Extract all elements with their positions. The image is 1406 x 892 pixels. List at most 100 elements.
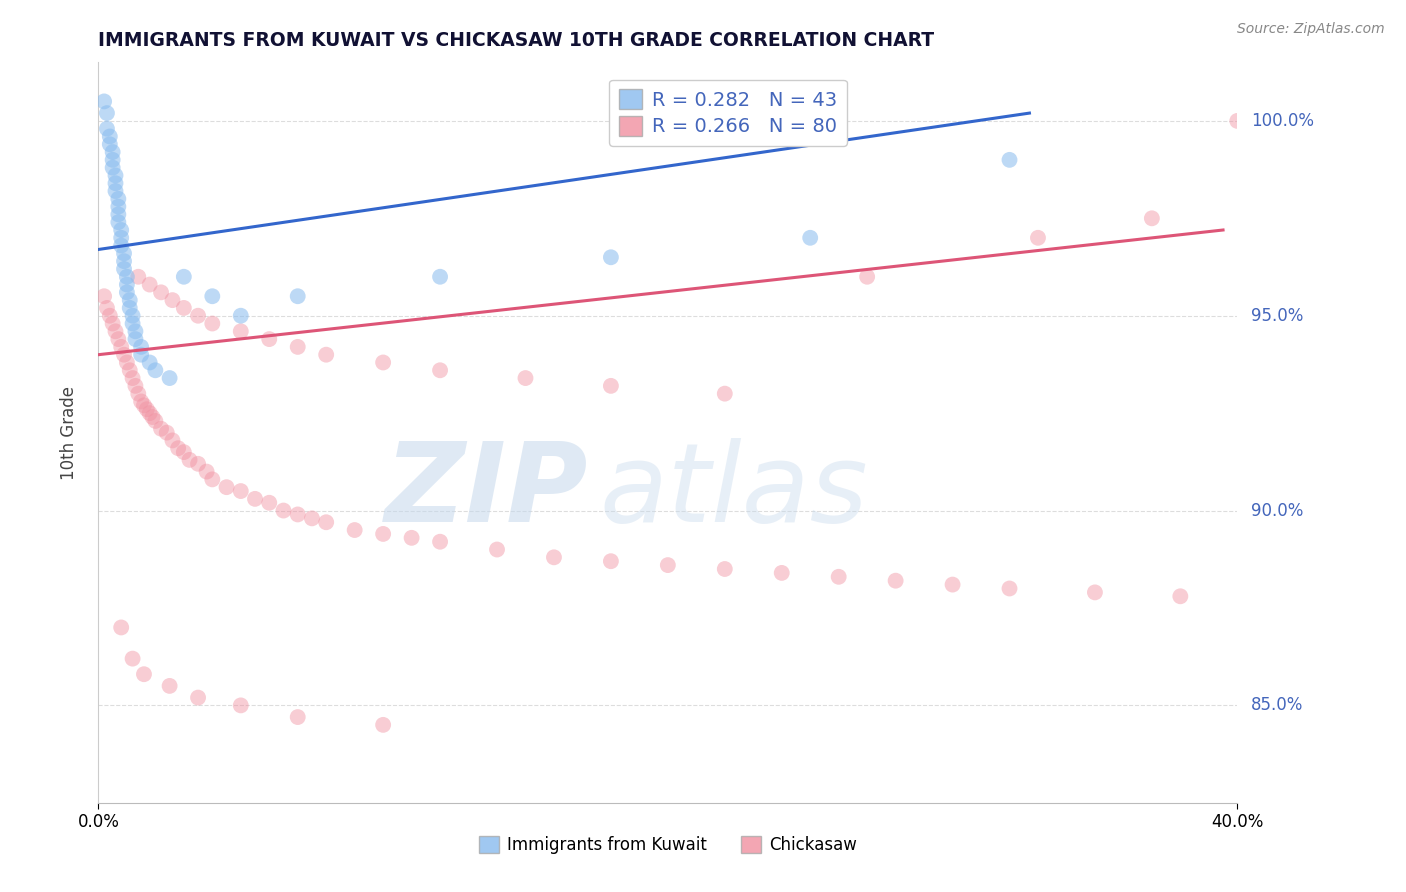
Legend: Immigrants from Kuwait, Chickasaw: Immigrants from Kuwait, Chickasaw (472, 830, 863, 861)
Point (127, 386, 149, 401)
Point (110, 238, 132, 252)
Point (287, 710, 309, 724)
Point (127, 269, 149, 284)
Point (1226, 114, 1249, 128)
Point (162, 293, 184, 307)
Text: IMMIGRANTS FROM KUWAIT VS CHICKASAW 10TH GRADE CORRELATION CHART: IMMIGRANTS FROM KUWAIT VS CHICKASAW 10TH… (98, 31, 935, 50)
Point (124, 332, 146, 346)
Point (657, 558, 679, 573)
Point (173, 445, 195, 459)
Point (115, 269, 138, 284)
Point (101, 161, 124, 175)
Point (998, 582, 1021, 596)
Point (259, 332, 281, 346)
Point (98, 129, 121, 144)
Point (1170, 589, 1192, 603)
Point (104, 324, 127, 338)
Point (215, 480, 238, 494)
Text: atlas: atlas (599, 438, 868, 545)
Point (343, 523, 366, 537)
Text: 100.0%: 100.0% (1251, 112, 1315, 130)
Point (121, 371, 143, 385)
Point (287, 508, 309, 522)
Text: 85.0%: 85.0% (1251, 697, 1303, 714)
Point (315, 515, 337, 529)
Point (373, 527, 395, 541)
Point (159, 371, 181, 385)
Point (942, 577, 965, 591)
Point (118, 363, 141, 377)
Point (179, 453, 201, 467)
Point (96, 106, 118, 120)
Point (112, 348, 135, 362)
Point (229, 484, 252, 499)
Point (187, 690, 209, 705)
Point (101, 153, 124, 167)
Point (98, 309, 121, 323)
Point (229, 309, 252, 323)
Point (187, 309, 209, 323)
Point (96, 121, 118, 136)
Point (107, 207, 129, 221)
Point (187, 457, 209, 471)
Point (315, 348, 337, 362)
Point (110, 223, 132, 237)
Point (714, 562, 737, 576)
Point (373, 718, 395, 732)
Point (195, 465, 218, 479)
Point (229, 698, 252, 713)
Point (162, 434, 184, 448)
Point (121, 309, 143, 323)
Point (201, 289, 224, 303)
Point (150, 285, 173, 300)
Point (287, 289, 309, 303)
Point (856, 269, 879, 284)
Point (112, 254, 135, 268)
Text: 95.0%: 95.0% (1251, 307, 1303, 325)
Point (107, 192, 129, 206)
Point (104, 176, 127, 190)
Point (138, 355, 160, 369)
Point (107, 332, 129, 346)
Point (107, 215, 129, 229)
Point (138, 406, 160, 420)
Point (110, 620, 132, 634)
Point (429, 363, 451, 377)
Point (543, 550, 565, 565)
Point (115, 285, 138, 300)
Point (167, 441, 190, 455)
Point (429, 534, 451, 549)
Point (145, 363, 167, 377)
Point (98, 137, 121, 152)
Point (132, 667, 155, 681)
Point (173, 301, 195, 315)
Point (93, 289, 115, 303)
Point (429, 269, 451, 284)
Point (301, 511, 323, 525)
Point (515, 371, 537, 385)
Point (118, 301, 141, 315)
Point (138, 277, 160, 292)
Point (373, 355, 395, 369)
Point (115, 277, 138, 292)
Point (110, 231, 132, 245)
Point (129, 340, 152, 354)
Point (259, 496, 281, 510)
Point (141, 410, 163, 425)
Point (600, 554, 623, 568)
Point (600, 250, 623, 264)
Point (401, 531, 423, 545)
Point (287, 340, 309, 354)
Point (799, 231, 821, 245)
Y-axis label: 10th Grade: 10th Grade (59, 385, 77, 480)
Point (129, 394, 152, 409)
Point (96, 301, 118, 315)
Point (112, 246, 135, 260)
Point (273, 503, 295, 517)
Point (121, 651, 143, 665)
Point (124, 324, 146, 338)
Point (1140, 211, 1163, 226)
Text: ZIP: ZIP (385, 438, 588, 545)
Text: Source: ZipAtlas.com: Source: ZipAtlas.com (1237, 22, 1385, 37)
Point (112, 262, 135, 277)
